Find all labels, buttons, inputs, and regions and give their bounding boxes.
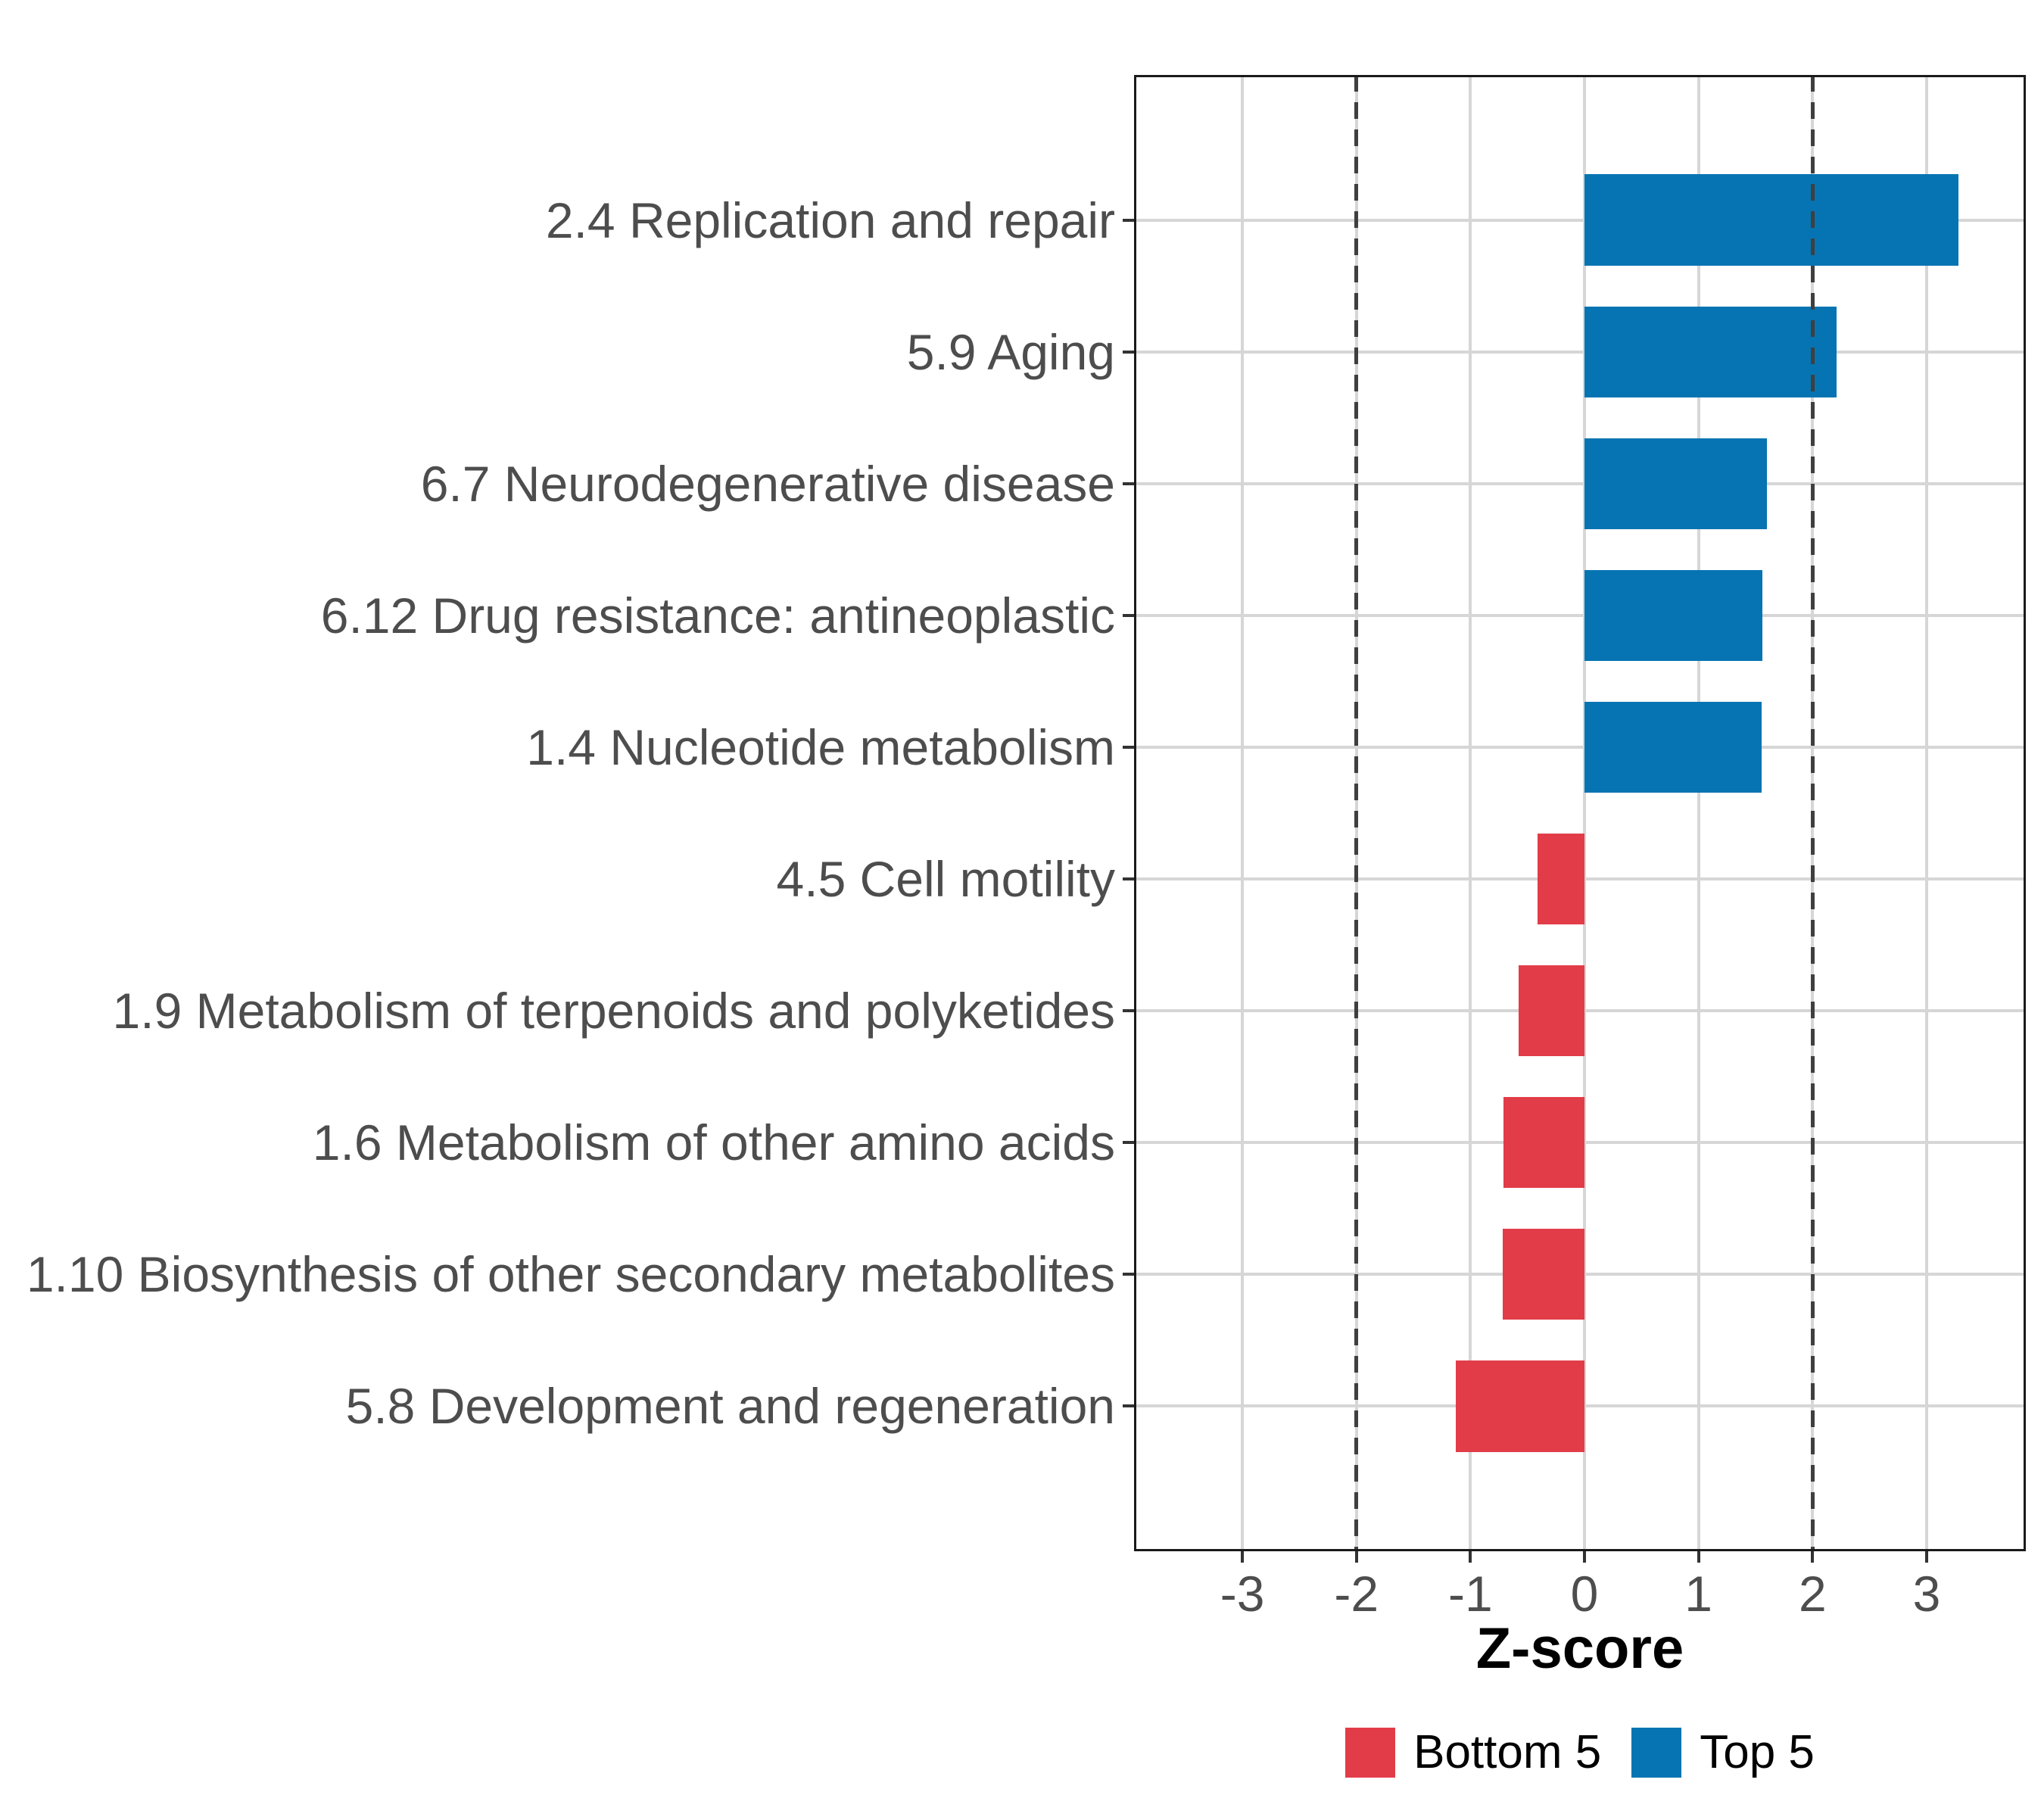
y-tick-mark xyxy=(1123,1273,1134,1276)
x-tick-mark xyxy=(1354,1551,1358,1563)
bar-positive[interactable] xyxy=(1584,438,1768,529)
bar-negative[interactable] xyxy=(1503,1097,1585,1189)
y-axis-label: 1.10 Biosynthesis of other secondary met… xyxy=(26,1246,1115,1303)
y-axis-label: 5.8 Development and regeneration xyxy=(345,1378,1115,1435)
y-axis-label: 5.9 Aging xyxy=(906,323,1115,380)
y-axis-label: 1.6 Metabolism of other amino acids xyxy=(312,1114,1115,1171)
x-tick-label: -1 xyxy=(1448,1566,1493,1622)
y-tick-mark xyxy=(1123,1009,1134,1013)
y-tick-mark xyxy=(1123,877,1134,881)
y-tick-mark xyxy=(1123,1141,1134,1145)
reference-line xyxy=(1810,75,1815,1551)
x-tick-mark xyxy=(1924,1551,1928,1563)
x-tick-label: -2 xyxy=(1334,1566,1379,1622)
x-tick-label: 1 xyxy=(1684,1566,1713,1622)
y-gridline xyxy=(1134,350,2026,354)
x-gridline xyxy=(1583,75,1587,1551)
x-tick-label: -3 xyxy=(1220,1566,1265,1622)
x-axis-title: Z-score xyxy=(1475,1616,1684,1681)
bar-positive[interactable] xyxy=(1584,306,1837,397)
y-tick-mark xyxy=(1123,218,1134,222)
y-tick-mark xyxy=(1123,1404,1134,1408)
y-axis-label: 2.4 Replication and repair xyxy=(545,192,1115,248)
legend-swatch xyxy=(1345,1728,1396,1778)
y-gridline xyxy=(1134,613,2026,617)
reference-line xyxy=(1354,75,1359,1551)
x-tick-label: 0 xyxy=(1570,1566,1599,1622)
y-axis-label: 6.12 Drug resistance: antineoplastic xyxy=(320,587,1115,644)
x-tick-mark xyxy=(1811,1551,1815,1563)
x-gridline xyxy=(1241,75,1245,1551)
x-gridline xyxy=(1697,75,1700,1551)
bar-negative[interactable] xyxy=(1455,1360,1585,1452)
panel-border xyxy=(1134,75,2026,1551)
legend-label: Bottom 5 xyxy=(1413,1726,1602,1778)
x-gridline xyxy=(1924,75,1928,1551)
bar-positive[interactable] xyxy=(1584,569,1762,661)
bar-negative[interactable] xyxy=(1538,833,1584,925)
y-axis-label: 6.7 Neurodegenerative disease xyxy=(420,455,1115,512)
y-gridline xyxy=(1134,482,2026,485)
legend-item[interactable]: Top 5 xyxy=(1631,1728,1815,1778)
bar-negative[interactable] xyxy=(1518,965,1584,1057)
plot-panel xyxy=(1134,75,2026,1551)
legend-label: Top 5 xyxy=(1700,1726,1815,1778)
y-axis-label: 1.9 Metabolism of terpenoids and polyket… xyxy=(112,983,1115,1039)
legend-swatch xyxy=(1631,1728,1682,1778)
bar-positive[interactable] xyxy=(1584,701,1762,793)
x-tick-mark xyxy=(1469,1551,1472,1563)
y-tick-mark xyxy=(1123,482,1134,485)
x-tick-mark xyxy=(1697,1551,1700,1563)
x-tick-label: 3 xyxy=(1912,1566,1941,1622)
bar-negative[interactable] xyxy=(1502,1229,1585,1320)
y-tick-mark xyxy=(1123,613,1134,617)
x-tick-label: 2 xyxy=(1798,1566,1827,1622)
x-tick-mark xyxy=(1241,1551,1245,1563)
legend-item[interactable]: Bottom 5 xyxy=(1345,1728,1601,1778)
y-gridline xyxy=(1134,218,2026,222)
y-axis-label: 4.5 Cell motility xyxy=(776,851,1115,908)
y-axis-label: 1.4 Nucleotide metabolism xyxy=(526,718,1115,775)
legend: Bottom 5 Top 5 xyxy=(1134,1728,2026,1778)
bar-positive[interactable] xyxy=(1584,174,1959,266)
y-tick-mark xyxy=(1123,745,1134,749)
y-gridline xyxy=(1134,745,2026,749)
y-tick-mark xyxy=(1123,350,1134,354)
x-tick-mark xyxy=(1583,1551,1587,1563)
x-gridline xyxy=(1469,75,1472,1551)
